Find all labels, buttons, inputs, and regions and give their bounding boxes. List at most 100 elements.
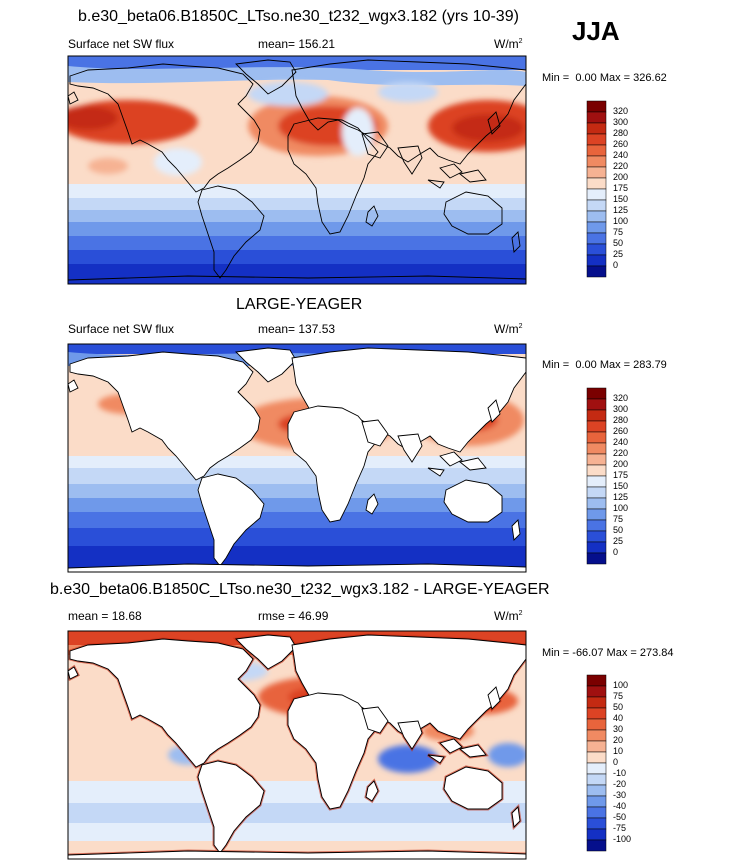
panel2-colorbar-swatch — [586, 431, 607, 444]
panel3-colorbar-swatch — [586, 751, 607, 764]
panel1-colorbar-label: 125 — [613, 205, 629, 215]
panel3-max-value: 273.84 — [639, 647, 674, 659]
panel2-colorbar-swatch — [586, 398, 607, 411]
panel1-colorbar-label: 300 — [613, 117, 629, 127]
panel3-colorbar-swatch — [586, 729, 607, 742]
panel3-colorbar-label: 100 — [613, 680, 629, 690]
panel2-frame — [67, 343, 527, 573]
panel2-colorbar-swatch — [586, 552, 607, 565]
panel2-colorbar-label: 125 — [613, 492, 629, 502]
panel3-rmse-label: rmse = 46.99 — [258, 609, 329, 623]
panel1-colorbar-swatch — [586, 210, 607, 223]
panel2-colorbar-label: 300 — [613, 404, 629, 414]
panel1-min-value: 0.00 — [575, 72, 597, 84]
panel3-colorbar-label: 75 — [613, 691, 624, 701]
panel2-colorbar-label: 0 — [613, 547, 619, 557]
panel2-units: W/m2 — [494, 322, 523, 336]
panel2-colorbar-swatch — [586, 508, 607, 521]
panel3-colorbar-swatch — [586, 784, 607, 797]
panel3-units-exp: 2 — [518, 610, 523, 617]
panel1-colorbar-label: 200 — [613, 172, 629, 182]
panel1-colorbar-label: 0 — [613, 260, 619, 270]
panel1-map — [67, 55, 527, 285]
panel2-min-label: Min = — [542, 359, 570, 371]
panel1-colorbar-label: 280 — [613, 128, 629, 138]
panel2-colorbar-swatch — [586, 442, 607, 455]
panel2-colorbar-label: 100 — [613, 503, 629, 513]
panel1-colorbar-label: 150 — [613, 194, 629, 204]
panel1-left-label: Surface net SW flux — [68, 37, 175, 51]
panel2-colorbar-label: 260 — [613, 426, 629, 436]
panel2-colorbar-label: 220 — [613, 448, 629, 458]
panel1-colorbar-label: 75 — [613, 227, 624, 237]
panel1-colorbar-label: 100 — [613, 216, 629, 226]
panel1-title: b.e30_beta06.B1850C_LTso.ne30_t232_wgx3.… — [78, 8, 519, 25]
panel1-colorbar-swatch — [586, 188, 607, 201]
panel3-colorbar-label: 40 — [613, 713, 624, 723]
panel1-colorbar-swatch — [586, 221, 607, 234]
panel2-colorbar-swatch — [586, 486, 607, 499]
panel1-units-base: W/m — [494, 37, 519, 51]
panel2-units-exp: 2 — [518, 323, 523, 330]
panel2-minmax: Min = 0.00 Max = 283.79 — [542, 359, 667, 371]
panel1-colorbar-swatch — [586, 243, 607, 256]
panel1-colorbar-swatch — [586, 100, 607, 113]
panel1-colorbar-label: 320 — [613, 106, 629, 116]
panel3-colorbar-swatch — [586, 762, 607, 775]
panel3-left-label: mean = 18.68 — [68, 609, 142, 623]
panel1-colorbar-swatch — [586, 122, 607, 135]
panel3-colorbar-label: -20 — [613, 779, 627, 789]
panel1-min-label: Min = — [542, 72, 570, 84]
panel3-min-label: Min = — [542, 647, 570, 659]
panel1-colorbar-swatch — [586, 133, 607, 146]
panel2-units-base: W/m — [494, 322, 519, 336]
panel3-colorbar-swatch — [586, 685, 607, 698]
panel2-colorbar-swatch — [586, 409, 607, 422]
panel2-colorbar-swatch — [586, 497, 607, 510]
panel1-colorbar-swatch — [586, 166, 607, 179]
panel2-colorbar-swatch — [586, 420, 607, 433]
panel2-colorbar-label: 25 — [613, 536, 624, 546]
panel2-colorbar-label: 75 — [613, 514, 624, 524]
panel1-colorbar-label: 175 — [613, 183, 629, 193]
panel3-colorbar-label: 20 — [613, 735, 624, 745]
panel3-colorbar-swatch — [586, 740, 607, 753]
panel2-min-value: 0.00 — [575, 359, 597, 371]
panel3-max-label: Max = — [606, 647, 637, 659]
panel1-colorbar-label: 220 — [613, 161, 629, 171]
panel2-colorbar-label: 280 — [613, 415, 629, 425]
panel1-mean-label: mean= 156.21 — [258, 37, 336, 51]
panel1-colorbar-label: 25 — [613, 249, 624, 259]
panel3-colorbar-label: 10 — [613, 746, 624, 756]
panel1-colorbar-swatch — [586, 155, 607, 168]
panel3-colorbar-swatch — [586, 718, 607, 731]
panel2-colorbar-label: 50 — [613, 525, 624, 535]
panel1-colorbar-label: 50 — [613, 238, 624, 248]
panel1-colorbar-swatch — [586, 254, 607, 267]
panel3-colorbar-label: -30 — [613, 790, 627, 800]
panel3-colorbar-label: -50 — [613, 812, 627, 822]
panel1-frame — [67, 55, 527, 285]
panel2-colorbar-label: 320 — [613, 393, 629, 403]
panel3-colorbar-label: -40 — [613, 801, 627, 811]
panel3-colorbar-label: 30 — [613, 724, 624, 734]
panel3-colorbar-label: 0 — [613, 757, 619, 767]
panel3-colorbar-swatch — [586, 674, 607, 687]
panel3-units: W/m2 — [494, 609, 523, 623]
panel3-colorbar-label: -10 — [613, 768, 627, 778]
panel3-title: b.e30_beta06.B1850C_LTso.ne30_t232_wgx3.… — [50, 581, 550, 598]
panel1-max-label: Max = — [599, 72, 631, 84]
panel2-colorbar-swatch — [586, 475, 607, 488]
panel1-units: W/m2 — [494, 37, 523, 51]
panel3-colorbar-swatch — [586, 795, 607, 808]
panel3-frame — [67, 630, 527, 860]
panel2-map — [67, 343, 527, 573]
panel3-min-value: -66.07 — [572, 647, 604, 659]
panel3-colorbar-swatch — [586, 773, 607, 786]
panel2-mean-label: mean= 137.53 — [258, 322, 336, 336]
panel2-colorbar-swatch — [586, 530, 607, 543]
panel2-colorbar-label: 175 — [613, 470, 629, 480]
panel2-colorbar-swatch — [586, 541, 607, 554]
panel2-max-label: Max = — [599, 359, 631, 371]
